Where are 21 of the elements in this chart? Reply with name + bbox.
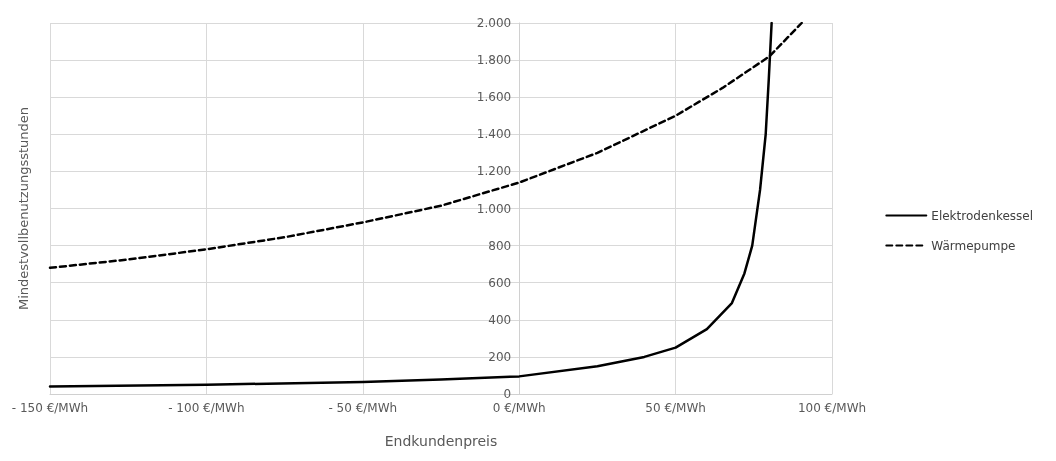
y-tick-label: 400 bbox=[488, 312, 512, 327]
x-tick-label: - 50 €/MWh bbox=[328, 401, 398, 415]
y-tick-label: 600 bbox=[488, 275, 512, 290]
y-tick-label: 1.000 bbox=[476, 201, 512, 216]
x-tick-label: 100 €/MWh bbox=[797, 401, 867, 415]
y-tick-label: 0 bbox=[503, 387, 512, 401]
x-tick-label: - 100 €/MWh bbox=[168, 401, 245, 415]
legend-label: Elektrodenkessel bbox=[931, 208, 1034, 223]
y-tick-label: 1.400 bbox=[476, 127, 512, 142]
y-tick-label: 1.600 bbox=[476, 90, 512, 105]
x-tick-label: 0 €/MWh bbox=[492, 401, 546, 415]
x-tick-label: - 150 €/MWh bbox=[11, 401, 89, 415]
x-tick-label: 50 €/MWh bbox=[645, 401, 706, 415]
y-tick-label: 2.000 bbox=[476, 16, 512, 30]
y-tick-label: 1.800 bbox=[476, 53, 512, 68]
y-axis-title: Mindestvollbenutzungsstunden bbox=[16, 106, 31, 311]
x-axis-title: Endkundenpreis bbox=[384, 433, 498, 449]
y-tick-label: 800 bbox=[488, 238, 512, 253]
y-tick-label: 1.200 bbox=[476, 164, 512, 179]
y-tick-label: 200 bbox=[488, 349, 512, 364]
legend-label: Wärmepumpe bbox=[931, 238, 1016, 253]
